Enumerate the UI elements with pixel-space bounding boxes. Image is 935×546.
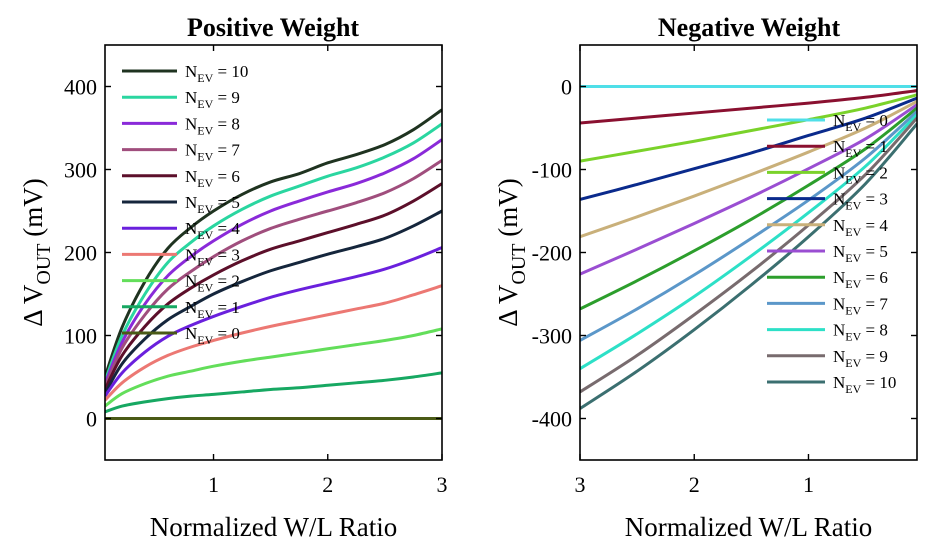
series-line-nev-8 (105, 138, 442, 385)
legend-label: NEV = 5 (833, 242, 888, 265)
x-tick-label: 1 (803, 472, 814, 497)
legend: NEV = 10 NEV = 9 NEV = 8 NEV = 7 NEV = 6 NEV … (122, 62, 248, 347)
legend-label: NEV = 1 (833, 137, 888, 160)
legend-label: NEV = 8 (185, 114, 240, 137)
legend-label: NEV = 0 (833, 111, 888, 134)
x-axis-label: Normalized W/L Ratio (625, 512, 872, 542)
plot-frame (104, 44, 443, 461)
legend-label: NEV = 6 (833, 268, 888, 291)
y-tick-label: 100 (64, 324, 97, 349)
series-line-nev-2 (105, 327, 442, 408)
y-tick-label: 0 (561, 75, 572, 100)
legend-label: NEV = 2 (185, 272, 240, 295)
legend-label: NEV = 7 (833, 294, 888, 317)
chart-panel-negative: Negative Weight 0 -100 -200 -300 -400 3 2 1 Norma… (493, 13, 918, 542)
y-axis-label: Δ VOUT (mV) (493, 178, 530, 326)
series-group (105, 108, 442, 420)
chart-panel-positive: Positive Weight 0 100 200 300 400 1 2 3 Normalize… (18, 13, 448, 542)
legend-label: NEV = 9 (185, 88, 240, 111)
series-line-nev-7 (580, 110, 917, 342)
x-tick-label: 2 (322, 472, 333, 497)
y-tick-label: -100 (532, 158, 572, 183)
x-tick-label: 1 (208, 472, 219, 497)
legend-label: NEV = 3 (185, 245, 240, 268)
legend-label: NEV = 10 (185, 62, 248, 85)
y-tick-label: 200 (64, 241, 97, 266)
series-line-nev-9 (105, 122, 442, 382)
series-line-nev-3 (580, 96, 917, 201)
series-line-nev-7 (105, 159, 442, 388)
x-tick-label: 2 (689, 472, 700, 497)
legend-label: NEV = 3 (833, 190, 888, 213)
legend-label: NEV = 6 (185, 167, 240, 190)
chart-title: Positive Weight (187, 13, 359, 42)
series-line-nev-3 (105, 284, 442, 402)
series-line-nev-4 (105, 246, 442, 397)
legend-label: NEV = 4 (185, 219, 240, 242)
legend-label: NEV = 0 (185, 324, 240, 347)
series-line-nev-10 (105, 108, 442, 378)
legend-label: NEV = 1 (185, 298, 240, 321)
x-tick-label: 3 (437, 472, 448, 497)
series-group (580, 85, 917, 410)
legend-label: NEV = 10 (833, 373, 896, 396)
y-tick-label: 0 (86, 407, 97, 432)
series-line-nev-1 (105, 371, 442, 414)
series-line-nev-6 (105, 182, 442, 391)
series-line-nev-10 (580, 122, 917, 410)
y-tick-label: -300 (532, 324, 572, 349)
y-tick-label: -400 (532, 407, 572, 432)
y-tick-label: 400 (64, 75, 97, 100)
series-line-nev-9 (580, 117, 917, 394)
series-line-nev-4 (580, 100, 917, 239)
legend-label: NEV = 2 (833, 163, 888, 186)
y-axis-label: Δ VOUT (mV) (18, 178, 55, 326)
y-tick-label: -200 (532, 241, 572, 266)
chart-title: Negative Weight (658, 13, 841, 42)
legend: NEV = 0 NEV = 1 NEV = 2 NEV = 3 NEV = 4 NEV =… (767, 111, 896, 396)
legend-label: NEV = 7 (185, 141, 240, 164)
x-tick-label: 3 (575, 472, 586, 497)
legend-label: NEV = 4 (833, 216, 888, 239)
x-axis-label: Normalized W/L Ratio (150, 512, 397, 542)
series-line-nev-5 (580, 103, 917, 276)
series-line-nev-1 (580, 89, 917, 125)
series-line-nev-8 (580, 113, 917, 370)
legend-label: NEV = 8 (833, 321, 888, 344)
series-line-nev-2 (580, 93, 917, 163)
series-line-nev-6 (580, 106, 917, 311)
y-tick-label: 300 (64, 158, 97, 183)
series-line-nev-5 (105, 209, 442, 395)
legend-label: NEV = 9 (833, 347, 888, 370)
legend-label: NEV = 5 (185, 193, 240, 216)
